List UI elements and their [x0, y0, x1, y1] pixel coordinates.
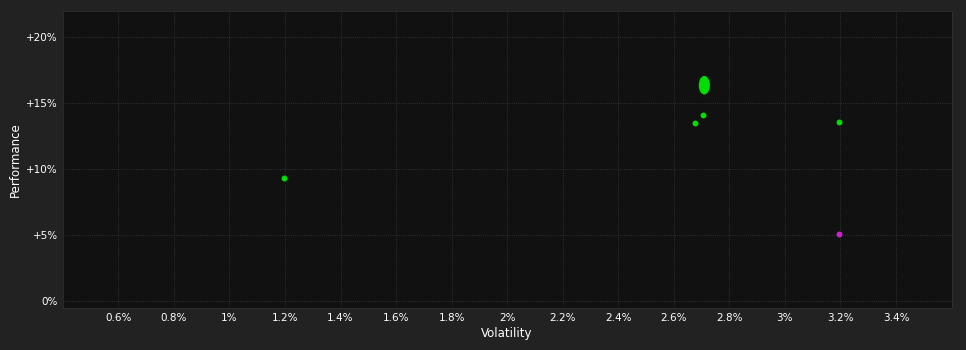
Y-axis label: Performance: Performance [9, 122, 22, 197]
Point [832, 119, 847, 124]
Ellipse shape [699, 77, 709, 94]
Point [276, 176, 292, 181]
Point [832, 231, 847, 237]
Point [696, 112, 711, 118]
X-axis label: Volatility: Volatility [481, 327, 533, 340]
Point [687, 120, 702, 126]
